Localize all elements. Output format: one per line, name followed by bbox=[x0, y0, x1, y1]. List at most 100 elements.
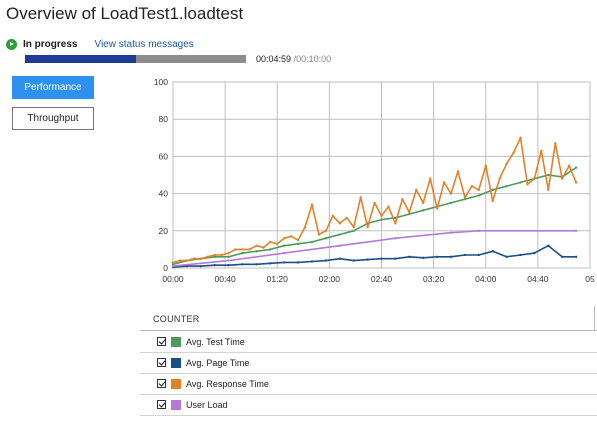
y-tick-label: 60 bbox=[159, 151, 169, 161]
counter-header-rule bbox=[140, 330, 597, 331]
data-point-avg-response-time bbox=[484, 164, 487, 167]
elapsed-time: 00:04:59 /00:10:00 bbox=[256, 54, 331, 64]
status-label: In progress bbox=[23, 38, 78, 50]
progress-bar bbox=[25, 55, 246, 63]
data-point-avg-page-time bbox=[352, 259, 355, 262]
data-point-avg-response-time bbox=[428, 177, 432, 180]
counter-row-avg-response-time: Avg. Response Time bbox=[140, 373, 597, 395]
data-point-avg-response-time bbox=[408, 211, 411, 214]
data-point-avg-test-time bbox=[227, 255, 230, 259]
data-point-avg-page-time bbox=[408, 255, 411, 259]
data-point-avg-page-time bbox=[477, 253, 480, 257]
data-point-avg-response-time bbox=[554, 142, 557, 145]
progress-bar-fill bbox=[25, 55, 136, 63]
data-point-avg-response-time bbox=[317, 233, 321, 236]
data-point-avg-response-time bbox=[359, 196, 362, 199]
data-point-avg-response-time bbox=[248, 248, 251, 251]
counter-label: Avg. Response Time bbox=[186, 378, 269, 389]
y-tick-label: 80 bbox=[159, 114, 169, 124]
data-point-avg-response-time bbox=[519, 136, 522, 139]
data-point-avg-response-time bbox=[449, 192, 453, 195]
data-point-avg-response-time bbox=[574, 181, 578, 184]
avg-response-time-checkbox[interactable] bbox=[157, 379, 166, 388]
data-point-user-load bbox=[227, 259, 230, 262]
user-load-swatch bbox=[171, 399, 181, 410]
data-point-avg-page-time bbox=[241, 263, 244, 266]
series-line-avg-test-time bbox=[172, 166, 577, 266]
data-point-avg-response-time bbox=[380, 214, 383, 218]
view-status-messages-link[interactable]: View status messages bbox=[94, 38, 194, 50]
data-point-avg-test-time bbox=[310, 240, 314, 244]
page-title: Overview of LoadTest1.loadtest bbox=[6, 4, 244, 23]
data-point-avg-page-time bbox=[269, 262, 272, 265]
counter-label: User Load bbox=[186, 399, 228, 410]
data-point-avg-page-time bbox=[533, 251, 536, 255]
data-point-avg-response-time bbox=[470, 184, 474, 188]
counter-label: Avg. Page Time bbox=[186, 357, 250, 368]
data-point-avg-page-time bbox=[394, 257, 397, 260]
data-point-avg-test-time bbox=[505, 184, 508, 188]
x-tick-label: 02:40 bbox=[371, 274, 393, 284]
x-tick-label: 02:00 bbox=[319, 274, 341, 284]
data-point-avg-test-time bbox=[213, 255, 216, 259]
data-point-avg-response-time bbox=[303, 225, 307, 229]
data-point-avg-response-time bbox=[498, 177, 501, 180]
data-point-avg-response-time bbox=[289, 235, 293, 238]
data-point-avg-response-time bbox=[512, 151, 515, 154]
data-point-avg-response-time bbox=[331, 214, 335, 218]
status-row: In progress View status messages bbox=[6, 37, 194, 51]
data-point-avg-response-time bbox=[206, 255, 209, 259]
data-point-avg-response-time bbox=[422, 201, 425, 205]
data-point-avg-response-time bbox=[185, 259, 189, 262]
data-point-avg-response-time bbox=[491, 199, 494, 203]
data-point-avg-test-time bbox=[574, 166, 578, 169]
data-point-user-load bbox=[394, 237, 397, 240]
data-point-avg-response-time bbox=[401, 197, 404, 201]
data-point-avg-response-time bbox=[442, 181, 446, 184]
data-point-avg-test-time bbox=[324, 237, 328, 240]
performance-chart: 0 20 40 60 80 100 00:00 00:40 01:20 02:00 02:40 03:… bbox=[154, 77, 595, 284]
data-point-avg-response-time bbox=[533, 177, 536, 180]
data-point-avg-response-time bbox=[561, 177, 564, 180]
data-point-avg-page-time bbox=[380, 257, 383, 260]
throughput-button[interactable]: Throughput bbox=[12, 107, 94, 130]
data-point-avg-test-time bbox=[491, 188, 494, 192]
avg-page-time-swatch bbox=[171, 357, 181, 368]
data-point-avg-test-time bbox=[519, 181, 522, 184]
data-point-avg-response-time bbox=[234, 248, 237, 251]
data-point-avg-response-time bbox=[276, 242, 279, 246]
data-point-avg-page-time bbox=[310, 260, 314, 263]
in-progress-icon bbox=[6, 38, 17, 50]
data-point-user-load bbox=[283, 251, 286, 255]
data-point-avg-test-time bbox=[547, 173, 550, 177]
data-point-avg-response-time bbox=[567, 164, 571, 167]
data-point-user-load bbox=[477, 229, 480, 232]
data-point-avg-response-time bbox=[345, 216, 348, 219]
performance-button[interactable]: Performance bbox=[12, 76, 94, 99]
elapsed-total: /00:10:00 bbox=[293, 54, 332, 64]
avg-test-time-checkbox[interactable] bbox=[157, 337, 166, 346]
data-point-avg-response-time bbox=[227, 251, 230, 255]
series-line-avg-page-time bbox=[172, 244, 577, 268]
data-point-avg-test-time bbox=[422, 209, 425, 212]
x-tick-label: 04:40 bbox=[527, 274, 549, 284]
data-point-avg-test-time bbox=[338, 233, 341, 236]
data-point-avg-page-time bbox=[366, 258, 369, 261]
user-load-checkbox[interactable] bbox=[157, 400, 166, 409]
data-point-avg-page-time bbox=[283, 261, 286, 264]
data-point-avg-page-time bbox=[505, 255, 508, 259]
data-point-avg-test-time bbox=[380, 218, 383, 221]
y-tick-label: 40 bbox=[159, 189, 169, 199]
y-tick-label: 100 bbox=[154, 77, 168, 87]
data-point-avg-test-time bbox=[394, 216, 397, 219]
data-point-avg-response-time bbox=[477, 188, 480, 192]
data-point-avg-test-time bbox=[269, 248, 272, 251]
data-point-avg-response-time bbox=[283, 237, 286, 240]
data-point-avg-response-time bbox=[296, 238, 300, 242]
data-point-avg-page-time bbox=[338, 257, 341, 260]
avg-page-time-checkbox[interactable] bbox=[157, 358, 166, 367]
data-point-avg-page-time bbox=[227, 264, 230, 267]
data-point-avg-page-time bbox=[422, 256, 425, 259]
data-point-avg-page-time bbox=[491, 250, 494, 253]
elapsed-current: 00:04:59 bbox=[256, 54, 292, 64]
